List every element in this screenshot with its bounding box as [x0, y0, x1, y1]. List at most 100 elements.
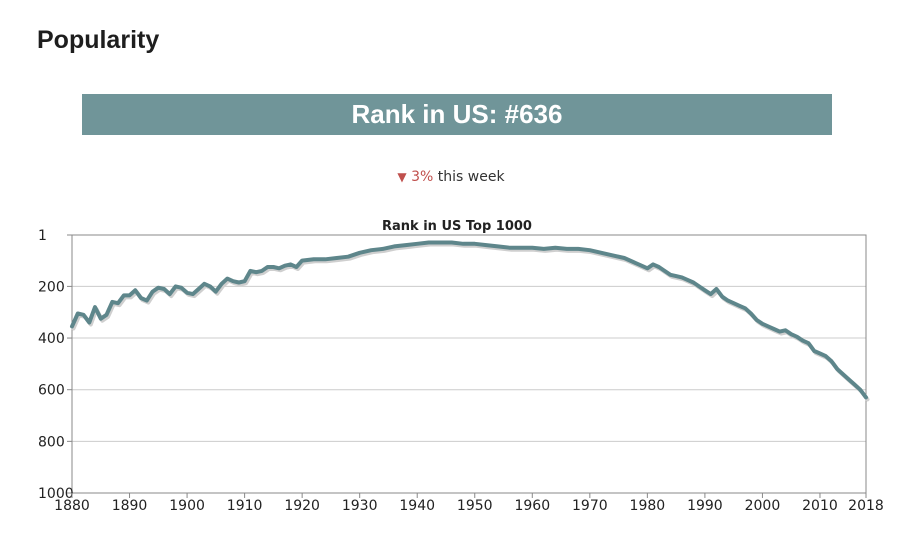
x-tick-label: 2000	[745, 498, 781, 514]
data-point	[243, 279, 247, 283]
data-point	[743, 306, 747, 310]
plot-frame	[71, 234, 867, 494]
data-point	[87, 320, 91, 325]
data-point	[806, 341, 811, 345]
data-point	[651, 262, 655, 266]
y-tick-label: 200	[38, 279, 65, 295]
x-tick-label: 2018	[848, 498, 884, 514]
data-point	[778, 330, 782, 334]
data-point	[404, 243, 408, 247]
data-point	[248, 269, 252, 273]
y-tick-label: 800	[38, 434, 65, 450]
data-point	[208, 284, 212, 288]
x-tick-label: 1880	[54, 498, 90, 514]
data-point	[202, 282, 206, 286]
data-point	[220, 282, 224, 286]
data-point	[231, 279, 235, 283]
data-point	[168, 292, 172, 296]
data-point	[789, 332, 793, 336]
data-point	[668, 273, 673, 277]
data-point	[70, 324, 74, 328]
data-point	[766, 324, 770, 328]
data-point	[438, 240, 442, 245]
data-point	[427, 240, 431, 245]
down-arrow-icon: ▼	[397, 170, 407, 184]
data-point	[640, 264, 644, 268]
data-point	[783, 328, 788, 332]
data-point	[686, 278, 690, 282]
data-point	[266, 265, 270, 269]
trend-suffix: this week	[437, 169, 505, 185]
data-point	[185, 291, 189, 295]
y-tick-label: 400	[38, 331, 65, 347]
data-point	[726, 299, 730, 303]
data-point	[369, 248, 373, 252]
x-tick-label: 1930	[342, 498, 378, 514]
data-point	[835, 367, 839, 371]
data-point	[277, 266, 281, 270]
data-point	[852, 382, 857, 387]
data-point	[795, 335, 799, 339]
data-point	[122, 293, 126, 297]
data-point	[634, 261, 638, 265]
data-point	[691, 280, 696, 285]
data-point	[335, 256, 339, 260]
data-point	[588, 248, 592, 252]
data-point	[697, 284, 701, 288]
data-point	[110, 300, 114, 304]
data-point	[392, 244, 396, 248]
data-point	[864, 395, 868, 399]
x-tick-label: 1920	[284, 498, 320, 514]
data-point	[841, 372, 845, 376]
data-point	[289, 262, 293, 266]
data-point	[151, 290, 155, 294]
data-point	[703, 288, 707, 292]
data-point	[484, 243, 488, 247]
data-point	[116, 301, 120, 305]
data-point	[381, 247, 385, 251]
data-point	[553, 246, 557, 250]
data-point	[225, 277, 229, 281]
data-point	[415, 242, 419, 246]
chart-title: Rank in US Top 1000	[382, 219, 532, 234]
data-point	[645, 266, 650, 270]
trend-percent: 3%	[411, 169, 434, 185]
data-points	[70, 240, 868, 399]
data-point	[237, 280, 241, 285]
data-point	[473, 242, 477, 246]
data-point	[772, 327, 776, 331]
rank-banner-text: Rank in US: #636	[351, 99, 563, 129]
data-point	[162, 287, 166, 291]
data-point	[496, 244, 500, 248]
data-point	[519, 246, 523, 250]
data-point	[755, 318, 759, 322]
rank-line-chart: Rank in US Top 1000 1 200 400 600 800 1000 18…	[38, 219, 884, 514]
data-point	[461, 242, 465, 246]
data-point	[145, 299, 149, 303]
x-tick-label: 1970	[572, 498, 608, 514]
data-point	[801, 339, 805, 343]
data-point	[133, 288, 137, 292]
data-point	[622, 256, 626, 260]
x-tick-label: 1950	[457, 498, 493, 514]
data-point	[663, 269, 667, 273]
data-point	[732, 301, 736, 305]
x-tick-label: 1910	[227, 498, 263, 514]
data-point	[254, 270, 258, 274]
data-point	[139, 296, 143, 300]
x-tick-label: 1900	[169, 498, 205, 514]
x-tick-label: 1940	[399, 498, 435, 514]
data-point	[312, 257, 316, 261]
data-point	[99, 317, 103, 321]
y-tick-label: 600	[38, 383, 65, 399]
data-point	[179, 286, 183, 290]
data-point	[542, 247, 546, 251]
series-line	[70, 240, 868, 400]
data-point	[450, 240, 454, 245]
data-point	[680, 275, 684, 279]
data-point	[260, 269, 264, 273]
y-tick-label: 1000	[38, 486, 74, 502]
data-point	[93, 305, 97, 309]
data-point	[323, 257, 327, 261]
x-tick-label: 1980	[630, 498, 666, 514]
